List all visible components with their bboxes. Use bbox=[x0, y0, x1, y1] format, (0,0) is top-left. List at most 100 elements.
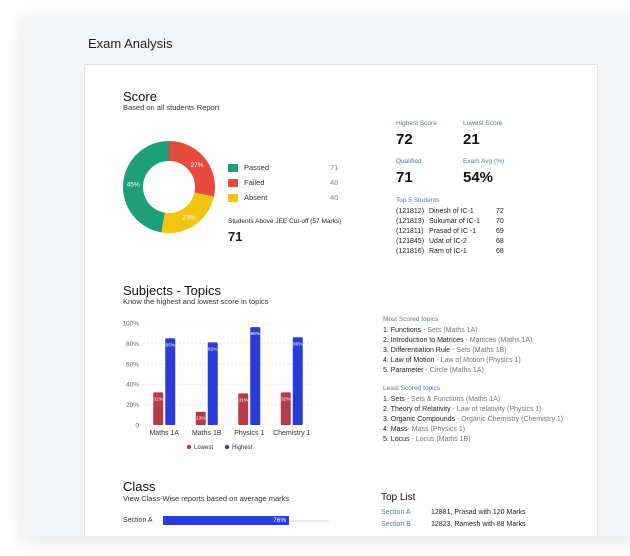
legend-label-lowest: Lowest bbox=[194, 445, 213, 451]
topic-detail: - Mass (Physics 1) bbox=[407, 426, 466, 433]
bar-highest bbox=[207, 342, 218, 425]
topic-detail: - Sets (Maths 1A) bbox=[421, 327, 478, 334]
student-score: 68 bbox=[496, 238, 504, 245]
topic-num: 3. bbox=[383, 416, 389, 423]
toplist-list: Section A 12881, Prasad with 120 Marks Se… bbox=[381, 509, 526, 533]
y-tick-label: 0 bbox=[135, 423, 139, 430]
topic-name: Functions bbox=[390, 327, 422, 334]
page-title: Exam Analysis bbox=[88, 36, 173, 51]
bar-value-label: 32% bbox=[281, 396, 291, 402]
lowest-score-value: 21 bbox=[463, 131, 480, 148]
bar-value: 76% bbox=[273, 517, 287, 524]
topic-name: Locus bbox=[390, 436, 410, 443]
donut-label: 27% bbox=[191, 162, 204, 169]
toplist-title: Top List bbox=[381, 492, 416, 503]
topic-num: 5. bbox=[383, 367, 389, 374]
toplist-text: 12823, Ramesh with 88 Marks bbox=[431, 521, 526, 528]
topic-num: 2. bbox=[383, 337, 389, 344]
list-item: 5. Parameter - Circle (Maths 1A) bbox=[383, 367, 532, 377]
topic-detail: - Locus (Maths 1B) bbox=[409, 436, 471, 443]
bar-value-label: 31% bbox=[238, 397, 248, 403]
student-id: (121845) bbox=[396, 238, 425, 245]
bar-value-label: 81% bbox=[208, 346, 218, 352]
most-scored-list: 1. Functions - Sets (Maths 1A) 2. Introd… bbox=[383, 327, 532, 377]
donut-slice-passed bbox=[123, 141, 169, 233]
bar-value-label: 86% bbox=[293, 341, 303, 347]
qualified-label: Qualified bbox=[396, 158, 422, 165]
y-tick-label: 20% bbox=[126, 402, 139, 409]
least-scored-list: 1. Sets - Sets & Functions (Maths 1A) 2.… bbox=[383, 396, 563, 446]
list-item: (121845) Udat of IC-2 68 bbox=[396, 238, 526, 248]
list-item: Section B 12823, Ramesh with 88 Marks bbox=[381, 521, 526, 533]
passed-swatch bbox=[228, 164, 238, 173]
topic-num: 1. bbox=[383, 396, 389, 403]
topic-detail: - Law of relativity (Physics 1) bbox=[450, 406, 542, 413]
topic-name: Sets bbox=[390, 396, 405, 403]
student-id: (121813) bbox=[396, 218, 425, 225]
topic-num: 4. bbox=[383, 357, 389, 364]
x-category-label: Chemistry 1 bbox=[273, 430, 310, 437]
topic-name: Parameter bbox=[390, 367, 424, 374]
exam-avg-value: 54% bbox=[463, 169, 494, 186]
student-score: 68 bbox=[496, 248, 504, 255]
toplist-text: 12881, Prasad with 120 Marks bbox=[431, 509, 526, 516]
cutoff-value: 71 bbox=[228, 229, 243, 244]
legend-label: Failed bbox=[244, 178, 265, 187]
lowest-score-label: Lowest Score bbox=[463, 120, 503, 127]
section-a-bar[interactable]: 76% bbox=[163, 516, 329, 525]
app-window: Exam Analysis Score Based on all student… bbox=[22, 16, 630, 536]
legend-absent: Absent 40 bbox=[228, 193, 348, 203]
y-tick-label: 80% bbox=[126, 341, 139, 348]
bar-value-label: 13% bbox=[196, 416, 206, 422]
student-id: (121812) bbox=[396, 208, 425, 215]
class-subtitle: View Class-Wise reports based on average… bbox=[123, 494, 290, 503]
student-score: 70 bbox=[496, 218, 504, 225]
list-item: Section A 12881, Prasad with 120 Marks bbox=[381, 509, 526, 521]
list-item: 2. Theory of Relativity - Law of relativ… bbox=[383, 406, 563, 416]
legend-value: 40 bbox=[330, 193, 339, 202]
legend-dot-highest bbox=[224, 444, 230, 450]
bar-lowest bbox=[238, 393, 249, 425]
student-name: Udat of IC-2 bbox=[429, 238, 467, 245]
bar-highest bbox=[165, 338, 176, 425]
list-item: (121813) Sukumar of IC-1 70 bbox=[396, 218, 526, 228]
score-donut-chart: 27% 23% 45% bbox=[123, 141, 215, 233]
bar-value-label: 85% bbox=[165, 342, 175, 348]
topic-detail: - Organic Chemistry (Chemistry 1) bbox=[455, 416, 564, 423]
topic-detail: - Sets (Maths 1B) bbox=[450, 347, 507, 354]
student-id: (121816) bbox=[396, 248, 425, 255]
legend-passed: Passed 71 bbox=[228, 163, 348, 173]
top5-list: (121812) Dinesh of IC-1 72 (121813) Sukumar… bbox=[396, 208, 526, 258]
topic-name: Introduction to Matrices bbox=[390, 337, 464, 344]
bar-lowest bbox=[195, 411, 206, 425]
bar-lowest bbox=[153, 392, 164, 425]
topic-name: Mass bbox=[390, 426, 408, 433]
toplist-section: Section A bbox=[381, 509, 411, 516]
topic-num: 5. bbox=[383, 436, 389, 443]
legend-failed: Failed 48 bbox=[228, 178, 348, 188]
absent-swatch bbox=[228, 194, 238, 203]
topic-detail: - Matrices (Maths 1A) bbox=[463, 337, 533, 344]
subject-bar-chart: 100% 80% 60% 40% 20% 0 32% 85% Maths 1A 13% 81% Mat… bbox=[122, 321, 313, 451]
highest-score-label: Highest Score bbox=[396, 120, 437, 127]
student-score: 72 bbox=[496, 208, 504, 215]
list-item: 3. Differentiation Rule - Sets (Maths 1B… bbox=[383, 347, 532, 357]
bar-highest bbox=[292, 337, 303, 425]
exam-avg-label: Exam Avg (%) bbox=[463, 158, 505, 165]
student-name: Prasad of IC -1 bbox=[429, 228, 477, 235]
x-category-label: Maths 1A bbox=[149, 430, 179, 437]
y-tick-label: 40% bbox=[126, 382, 139, 389]
bar-value-label: 96% bbox=[250, 331, 260, 337]
list-item: 4. Mass- Mass (Physics 1) bbox=[383, 426, 563, 436]
list-item: 4. Law of Motion - Law of Motion (Physic… bbox=[383, 357, 532, 367]
score-subtitle: Based on all students Report bbox=[123, 103, 220, 112]
bar-highest bbox=[250, 327, 261, 425]
student-name: Sukumar of IC-1 bbox=[429, 218, 480, 225]
list-item: 3. Organic Compounds - Organic Chemistry… bbox=[383, 416, 563, 426]
legend-dot-lowest bbox=[186, 444, 192, 450]
topic-name: Differentiation Rule bbox=[390, 347, 451, 354]
donut-label: 45% bbox=[127, 182, 140, 189]
x-category-label: Maths 1B bbox=[192, 430, 222, 437]
list-item: (121816) Ram of IC-1 68 bbox=[396, 248, 526, 258]
highest-score-value: 72 bbox=[396, 131, 413, 148]
